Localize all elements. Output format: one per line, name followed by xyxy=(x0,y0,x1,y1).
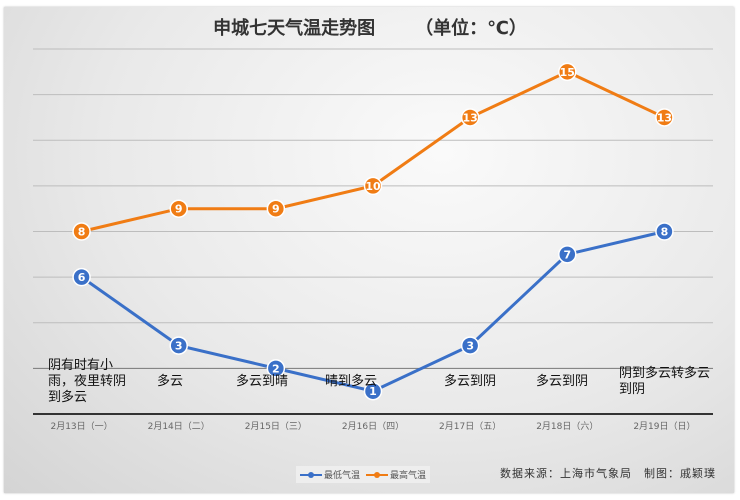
weather-label: 阴有时有小雨，夜里转阴到多云 xyxy=(48,358,127,405)
x-tick-label: 2月13日（一） xyxy=(50,421,112,432)
series-line-0 xyxy=(80,230,665,393)
data-label: 2 xyxy=(272,362,280,375)
data-point xyxy=(460,108,480,127)
x-tick-label: 2月19日（日） xyxy=(633,421,695,432)
data-label: 15 xyxy=(560,66,575,79)
title-text: 申城七天气温走势图 xyxy=(213,18,376,39)
x-tick-label: 2月18日（六） xyxy=(536,420,598,432)
legend-label: 最高气温 xyxy=(390,471,427,481)
x-tick-label: 2月16日（四） xyxy=(342,421,404,432)
data-label: 10 xyxy=(365,180,381,193)
data-label: 7 xyxy=(563,248,571,261)
data-point xyxy=(169,199,188,218)
data-point xyxy=(169,336,188,355)
data-label: 8 xyxy=(78,226,86,239)
data-label: 1 xyxy=(369,385,377,398)
weather-label: 多云 xyxy=(157,374,184,389)
weather-label: 多云到晴 xyxy=(236,374,289,389)
legend-item-high: 最高气温 xyxy=(366,468,426,481)
data-point xyxy=(558,62,577,82)
data-label: 9 xyxy=(175,203,183,216)
legend-line-icon xyxy=(366,471,389,478)
legend-item-low: 最低气温 xyxy=(300,468,360,481)
data-point xyxy=(266,199,286,218)
x-tick-label: 2月17日（五） xyxy=(439,421,501,432)
weather-label: 晴到多云 xyxy=(325,374,378,389)
chart-frame xyxy=(4,7,734,493)
chart-title: 申城七天气温走势图 （单位：℃） xyxy=(0,14,740,40)
data-point xyxy=(655,108,674,127)
x-tick-label: 2月15日（三） xyxy=(245,421,307,432)
data-label: 6 xyxy=(78,271,86,284)
data-point xyxy=(363,176,383,196)
data-point xyxy=(655,222,674,241)
data-label: 9 xyxy=(272,203,280,216)
data-point xyxy=(558,245,577,264)
source-note: 数据来源：上海市气象局 制图：戚颖璞 xyxy=(500,467,716,480)
weather-label: 多云到阴 xyxy=(536,374,589,389)
weather-label: 多云到阴 xyxy=(444,374,497,389)
weather-label: 阴到多云转多云到阴 xyxy=(619,366,711,397)
data-point xyxy=(363,381,383,401)
legend: 最低气温 最高气温 xyxy=(296,466,431,483)
legend-line-icon xyxy=(300,471,322,478)
data-point xyxy=(72,222,91,241)
data-point xyxy=(266,359,286,378)
title-unit: （单位：℃） xyxy=(415,18,527,39)
data-point xyxy=(460,336,480,355)
data-label: 13 xyxy=(657,111,672,124)
x-tick-label: 2月14日（二） xyxy=(148,421,210,432)
data-label: 13 xyxy=(462,111,477,124)
data-label: 8 xyxy=(661,226,669,239)
data-label: 3 xyxy=(175,340,183,353)
series-line-1 xyxy=(81,70,666,233)
data-label: 3 xyxy=(466,340,474,353)
legend-label: 最低气温 xyxy=(324,471,361,481)
data-point xyxy=(72,267,91,287)
